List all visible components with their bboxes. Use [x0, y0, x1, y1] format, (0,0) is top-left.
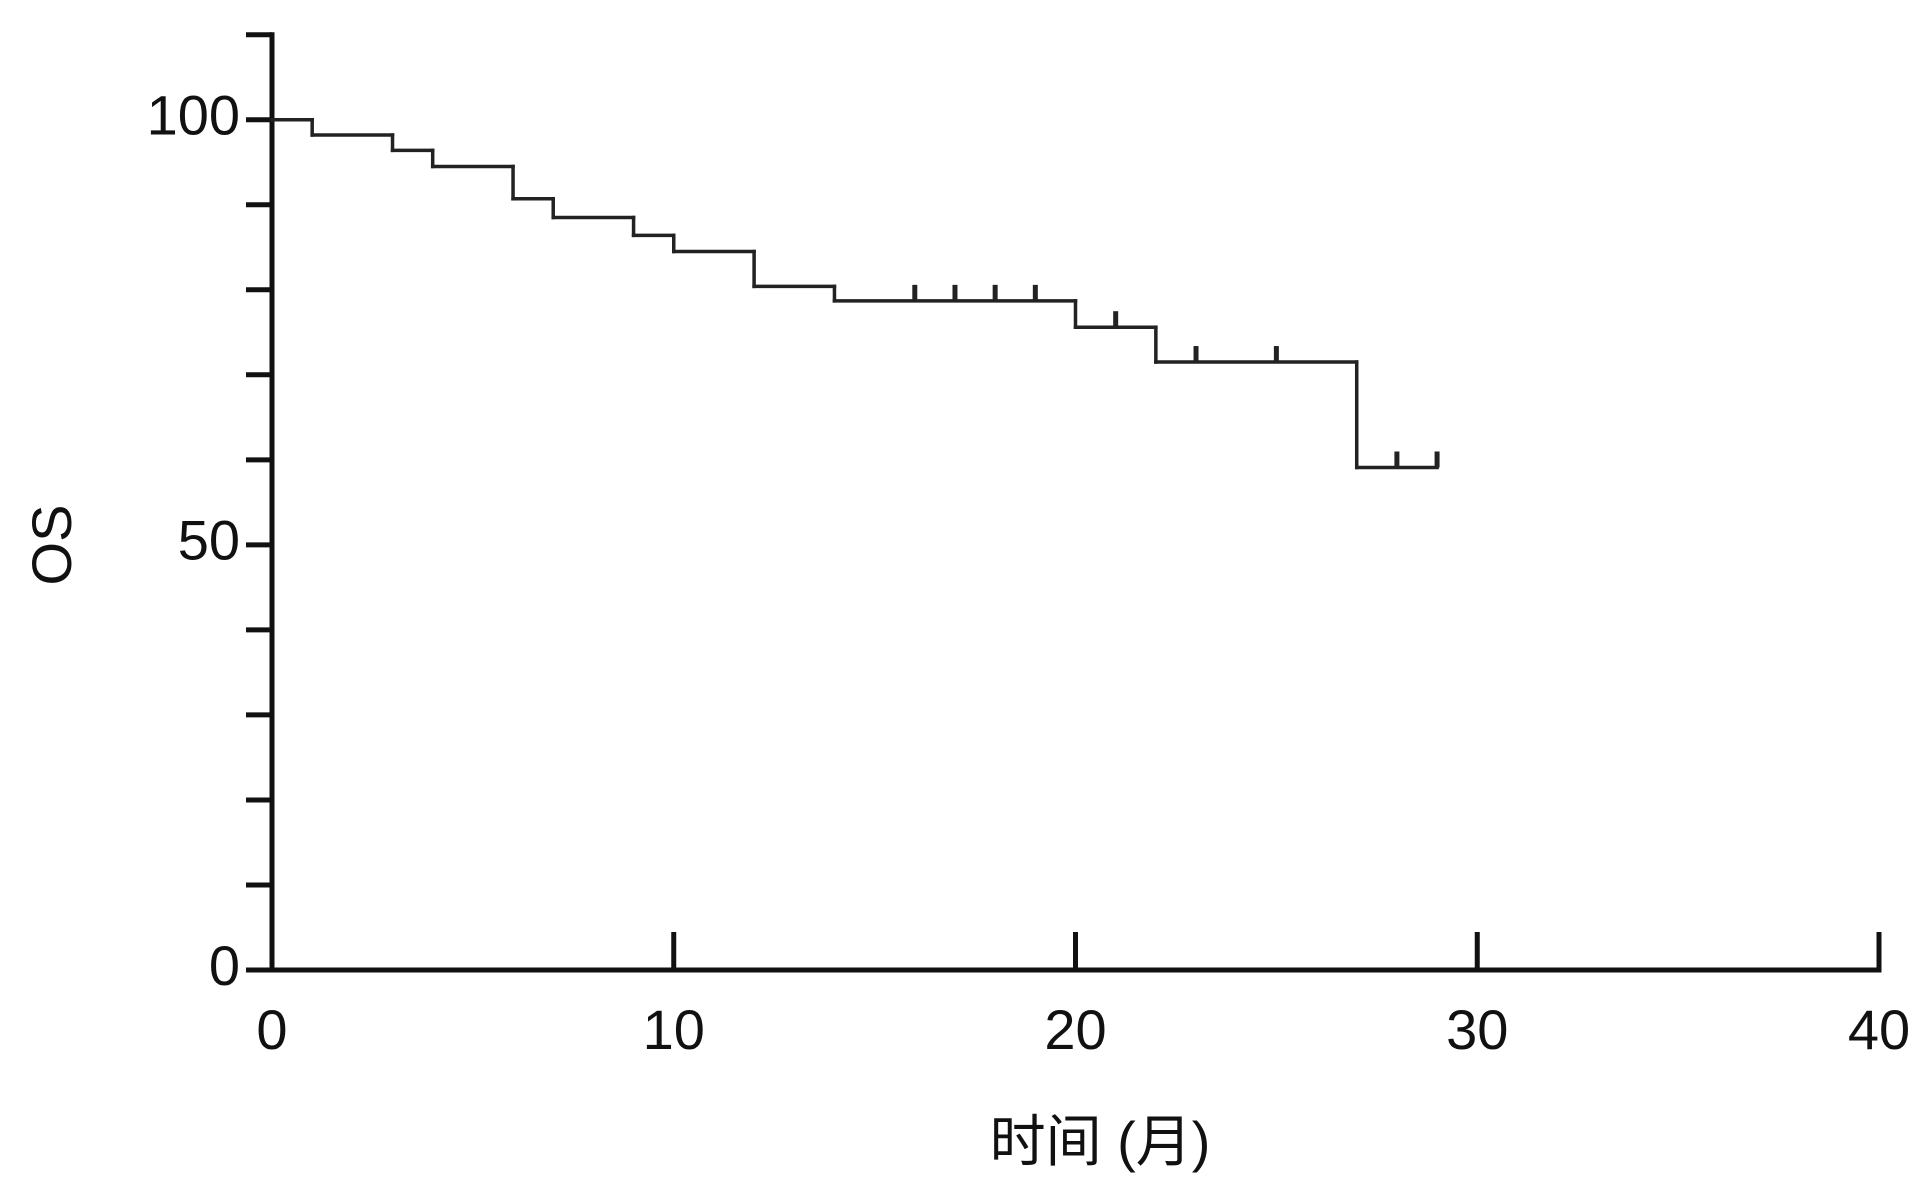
x-tick-label: 0 — [256, 998, 287, 1061]
x-tick-label: 40 — [1848, 998, 1910, 1061]
x-tick-label: 20 — [1044, 998, 1106, 1061]
y-tick-label: 50 — [178, 509, 240, 572]
x-tick-label: 30 — [1446, 998, 1508, 1061]
x-axis-label: 时间 (月) — [990, 1110, 1211, 1173]
y-tick-label: 100 — [147, 84, 240, 147]
x-tick-label: 10 — [643, 998, 705, 1061]
y-tick-label: 0 — [209, 934, 240, 997]
y-axis-label: OS — [20, 505, 83, 586]
